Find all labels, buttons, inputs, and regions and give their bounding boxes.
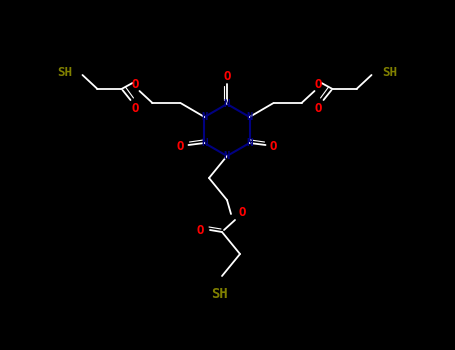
Text: O: O xyxy=(238,205,246,218)
Text: O: O xyxy=(223,70,231,84)
Text: O: O xyxy=(315,102,322,114)
Text: SH: SH xyxy=(57,66,72,79)
Text: O: O xyxy=(196,224,204,238)
Text: N: N xyxy=(246,138,253,148)
Text: O: O xyxy=(315,78,322,91)
Text: SH: SH xyxy=(212,287,228,301)
Text: N: N xyxy=(223,99,230,109)
Text: N: N xyxy=(224,151,230,161)
Text: O: O xyxy=(177,140,184,154)
Text: O: O xyxy=(132,102,139,114)
Text: N: N xyxy=(247,112,253,122)
Text: O: O xyxy=(132,78,139,91)
Text: N: N xyxy=(201,138,208,148)
Text: O: O xyxy=(270,140,277,154)
Text: SH: SH xyxy=(382,66,397,79)
Text: N: N xyxy=(202,112,207,122)
